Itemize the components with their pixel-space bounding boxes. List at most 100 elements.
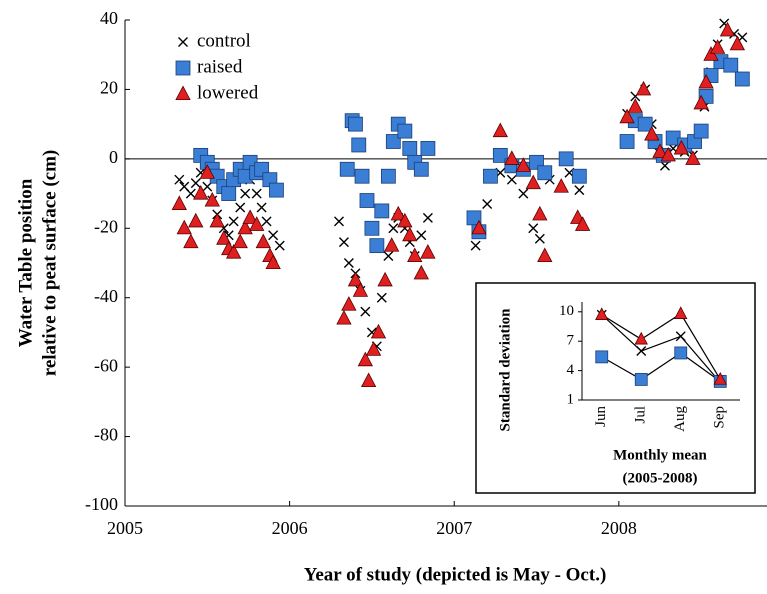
legend-marker [175, 60, 191, 76]
legend-label: lowered [197, 82, 259, 103]
point [383, 251, 394, 262]
point [518, 188, 529, 199]
point [255, 233, 271, 249]
point [365, 341, 382, 356]
point [384, 237, 400, 252]
point [377, 271, 393, 287]
x-tick-label: 2008 [601, 518, 637, 538]
point [209, 212, 225, 228]
point [232, 233, 248, 249]
point [574, 216, 591, 231]
point [228, 216, 239, 227]
legend-marker [175, 85, 191, 100]
point [380, 168, 396, 184]
point [693, 94, 709, 110]
point [360, 306, 371, 317]
series-line [601, 352, 721, 382]
point [402, 226, 418, 242]
point [237, 219, 253, 235]
point [660, 146, 676, 162]
point [637, 116, 653, 132]
point [343, 258, 354, 268]
point [370, 323, 387, 339]
point [336, 309, 352, 325]
point [338, 237, 349, 248]
point [347, 271, 364, 287]
point [397, 212, 413, 228]
y-tick-label: 7 [567, 333, 575, 349]
point [249, 216, 265, 231]
point [634, 331, 648, 345]
point [537, 247, 553, 263]
point [190, 178, 201, 189]
point [420, 244, 436, 259]
point [413, 161, 429, 177]
y-tick-label: 4 [567, 362, 575, 378]
point [571, 168, 587, 184]
y-tick-label: -40 [94, 286, 118, 306]
point [471, 219, 487, 235]
point [204, 191, 220, 207]
y-tick-label: 0 [109, 147, 118, 167]
point [674, 346, 688, 360]
point [193, 185, 209, 200]
point [713, 371, 727, 385]
y-tick-label: 1 [567, 391, 575, 407]
x-tick-label: 2007 [436, 518, 472, 538]
point [171, 195, 187, 210]
point [627, 98, 643, 113]
point [390, 205, 406, 221]
y-tick-label: -100 [85, 494, 118, 514]
point [525, 174, 541, 190]
point [256, 202, 267, 213]
x-axis-label: Monthly mean [613, 447, 707, 463]
point [261, 216, 272, 227]
point [673, 139, 690, 155]
point [364, 220, 380, 236]
point [534, 233, 545, 244]
point [216, 230, 232, 245]
x-tick-label: Jul [633, 406, 649, 424]
point [357, 351, 374, 367]
y-tick-label: -80 [94, 425, 118, 445]
point [385, 134, 401, 149]
point [532, 205, 548, 221]
point [374, 203, 390, 219]
point [553, 178, 569, 193]
point [202, 181, 213, 192]
x-tick-label: Jun [593, 406, 609, 427]
point [235, 202, 246, 213]
point [176, 219, 192, 235]
point [221, 186, 237, 201]
point [492, 122, 508, 138]
point [199, 164, 215, 179]
point [274, 240, 285, 251]
point [709, 39, 726, 54]
point [595, 307, 609, 320]
x-axis-label: Year of study (depicted is May - Oct.) [304, 564, 607, 585]
point [369, 238, 385, 254]
x-tick-label: 2005 [107, 518, 143, 538]
point [644, 125, 660, 141]
point [652, 143, 668, 158]
point [348, 116, 363, 132]
point [515, 157, 532, 172]
point [376, 292, 387, 303]
point [351, 137, 367, 153]
point [422, 212, 433, 223]
point [188, 212, 204, 228]
point [352, 282, 369, 297]
point [174, 174, 185, 185]
point [693, 123, 709, 139]
x-axis-label: (2005-2008) [623, 470, 698, 486]
point [619, 108, 635, 124]
inset-frame [475, 282, 756, 494]
series-line [601, 312, 721, 380]
point [698, 73, 714, 89]
point [619, 134, 635, 149]
point [183, 233, 199, 249]
y-tick-label: -20 [94, 216, 118, 236]
point [470, 240, 481, 251]
point [675, 331, 686, 342]
